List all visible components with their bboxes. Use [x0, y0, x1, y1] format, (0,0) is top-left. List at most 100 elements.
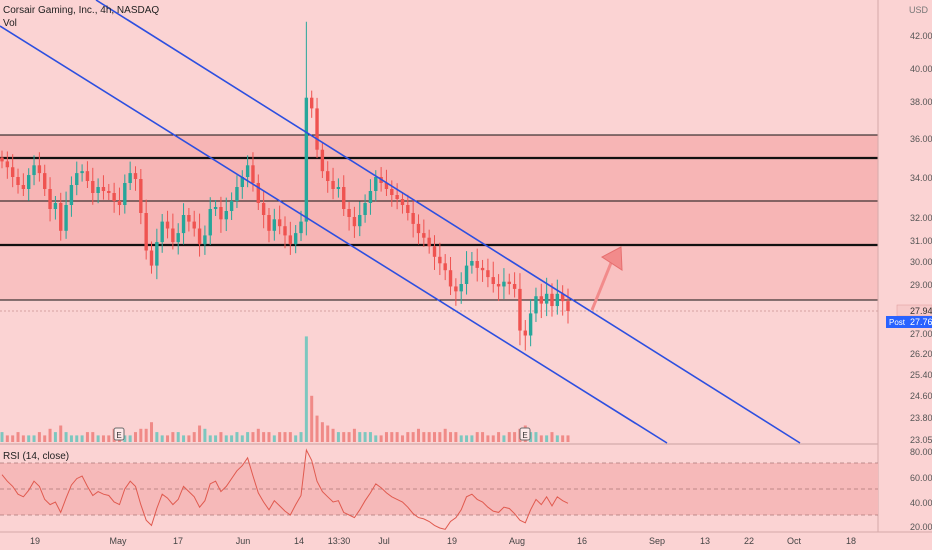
- candle-body: [406, 205, 410, 213]
- candle-body: [459, 284, 463, 292]
- candle-body: [101, 187, 106, 191]
- candle-body: [80, 171, 84, 174]
- volume-bar: [363, 432, 367, 442]
- candle-body: [299, 221, 303, 234]
- volume-bar: [27, 435, 31, 442]
- projection-arrow[interactable]: [590, 246, 623, 311]
- candle-body: [528, 313, 533, 336]
- candle-body: [374, 177, 378, 191]
- volume-bar: [443, 428, 447, 442]
- volume-bar: [182, 435, 186, 442]
- candle-body: [534, 296, 538, 314]
- volume-bar: [107, 435, 111, 442]
- volume-bar: [400, 435, 404, 442]
- volume-bar: [267, 432, 271, 442]
- volume-bar: [481, 432, 485, 442]
- volume-bar: [294, 435, 298, 442]
- volume-bar: [513, 432, 517, 442]
- price-tick: 26.20: [910, 349, 932, 359]
- candle-body: [432, 246, 437, 257]
- candle-body: [240, 177, 244, 187]
- earnings-marker[interactable]: E: [113, 427, 125, 441]
- candle-body: [502, 281, 506, 287]
- earnings-marker[interactable]: E: [519, 427, 531, 441]
- volume-bar: [395, 432, 399, 442]
- volume-bar: [561, 435, 565, 442]
- rsi-tick: 20.00: [910, 522, 932, 532]
- volume-bar: [192, 432, 196, 442]
- candle-body: [149, 250, 154, 266]
- candle-body: [454, 286, 458, 292]
- volume-bar: [133, 432, 137, 442]
- volume-bar: [85, 432, 89, 442]
- candle-body: [315, 108, 319, 150]
- price-tick: 40.00: [910, 64, 932, 74]
- time-tick: May: [109, 536, 127, 546]
- volume-bar: [187, 435, 191, 442]
- candle-body: [277, 219, 282, 227]
- candle-body: [144, 213, 148, 251]
- volume-bar: [64, 432, 68, 442]
- volume-bar: [251, 432, 255, 442]
- candle-body: [555, 293, 560, 307]
- time-tick: 22: [744, 536, 754, 546]
- volume-bar: [288, 432, 292, 442]
- candle-body: [336, 187, 341, 189]
- rsi-band: [0, 463, 878, 515]
- volume-bar: [16, 432, 20, 442]
- candle-body: [75, 173, 79, 185]
- volume-bar: [406, 432, 410, 442]
- volume-bar: [550, 432, 554, 442]
- volume-bar: [497, 432, 501, 442]
- candle-body: [32, 165, 36, 176]
- volume-bar: [545, 435, 549, 442]
- volume-bar: [315, 415, 319, 442]
- candle-body: [390, 189, 394, 195]
- candle-body: [293, 233, 298, 245]
- volume-bar: [230, 435, 234, 442]
- volume-bar: [438, 432, 442, 442]
- price-tick: 23.80: [910, 413, 932, 423]
- candle-body: [187, 215, 191, 222]
- time-axis[interactable]: 19 May 17 Jun 14 13:30 Jul 19 Aug 16 Sep…: [30, 536, 856, 546]
- volume-bars: [0, 336, 570, 442]
- volume-bar: [144, 428, 148, 442]
- volume-bar: [534, 432, 538, 442]
- candle-body: [512, 284, 517, 289]
- time-tick: 14: [294, 536, 304, 546]
- volume-bar: [246, 432, 250, 442]
- rsi-label: RSI (14, close): [3, 451, 69, 462]
- volume-bar: [32, 435, 36, 442]
- candle-body: [192, 221, 196, 229]
- candle-body: [566, 301, 570, 311]
- candle-body: [155, 242, 159, 266]
- volume-bar: [304, 336, 308, 442]
- candle-body: [197, 228, 202, 245]
- candle-body: [160, 221, 164, 243]
- price-axis[interactable]: 42.00 40.00 38.00 36.00 34.00 32.00 31.0…: [910, 31, 932, 445]
- volume-bar: [256, 428, 260, 442]
- time-tick: Sep: [649, 536, 665, 546]
- volume-bar: [507, 432, 511, 442]
- candle-body: [203, 235, 207, 245]
- candle-body: [486, 270, 490, 278]
- volume-bar: [486, 435, 490, 442]
- candle-body: [422, 233, 426, 238]
- volume-bar: [566, 435, 570, 442]
- price-tick: 42.00: [910, 31, 932, 41]
- candle-body: [171, 228, 175, 243]
- candle-body: [443, 263, 447, 271]
- price-tick: 30.00: [910, 257, 932, 267]
- volume-bar: [75, 435, 79, 442]
- volume-bar: [352, 428, 356, 442]
- candle-body: [342, 187, 346, 209]
- price-tick: 36.00: [910, 134, 932, 144]
- time-tick: 19: [447, 536, 457, 546]
- volume-bar: [155, 432, 159, 442]
- volume-bar: [171, 432, 175, 442]
- svg-text:27.76: 27.76: [910, 317, 932, 327]
- volume-bar: [96, 435, 100, 442]
- candle-body: [43, 173, 47, 189]
- volume-bar: [336, 432, 340, 442]
